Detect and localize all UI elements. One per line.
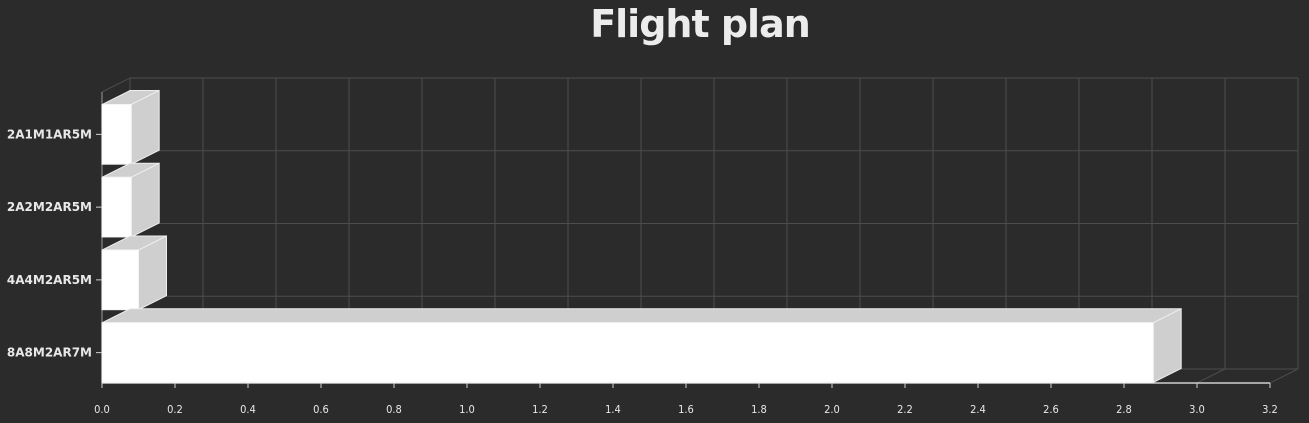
x-tick-label: 1.2	[532, 403, 548, 416]
bar	[101, 89, 160, 166]
x-tick-label: 0.4	[240, 403, 256, 416]
x-tick-label: 0.8	[386, 403, 402, 416]
x-tick-label: 2.2	[897, 403, 913, 416]
x-tick-label: 3.2	[1262, 403, 1278, 416]
x-tick-label: 0.6	[313, 403, 329, 416]
grid-wall-edge	[101, 77, 131, 93]
bar	[101, 162, 160, 238]
bar-front-face	[101, 322, 1154, 383]
bar	[101, 307, 1182, 384]
bar	[101, 235, 167, 311]
bar-front-face	[101, 249, 139, 311]
x-tick-labels: 0.0 0.2 0.4 0.6 0.8 1.0 1.2 1.4 1.6 1.8 2.0 2.2 2.4 2…	[94, 383, 1278, 416]
bar-front-face	[101, 104, 132, 165]
x-tick-label: 3.0	[1189, 403, 1205, 416]
y-category-label: 2A2M2AR5M	[7, 200, 92, 214]
x-tick-label: 2.6	[1043, 403, 1059, 416]
y-category-label: 2A1M1AR5M	[7, 127, 92, 141]
grid-line-floor	[1196, 368, 1226, 384]
x-tick-label: 1.4	[605, 403, 621, 416]
x-tick-label: 2.8	[1116, 403, 1132, 416]
bars-layer	[101, 89, 1182, 384]
x-tick-label: 2.4	[970, 403, 986, 416]
bar-top-face	[101, 308, 1182, 324]
x-tick-label: 0.0	[94, 403, 110, 416]
chart-title: Flight plan	[590, 2, 810, 46]
y-category-labels: 2A1M1AR5M 2A2M2AR5M 4A4M2AR5M 8A8M2AR7M	[7, 127, 102, 360]
bar-front-face	[101, 176, 132, 238]
grid-line-floor	[1269, 368, 1299, 384]
x-tick-label: 1.8	[751, 403, 767, 416]
y-category-label: 4A4M2AR5M	[7, 273, 92, 287]
y-category-label: 8A8M2AR7M	[7, 346, 92, 360]
x-tick-label: 1.0	[459, 403, 475, 416]
x-tick-label: 2.0	[824, 403, 840, 416]
x-tick-label: 0.2	[167, 403, 183, 416]
x-tick-label: 1.6	[678, 403, 694, 416]
